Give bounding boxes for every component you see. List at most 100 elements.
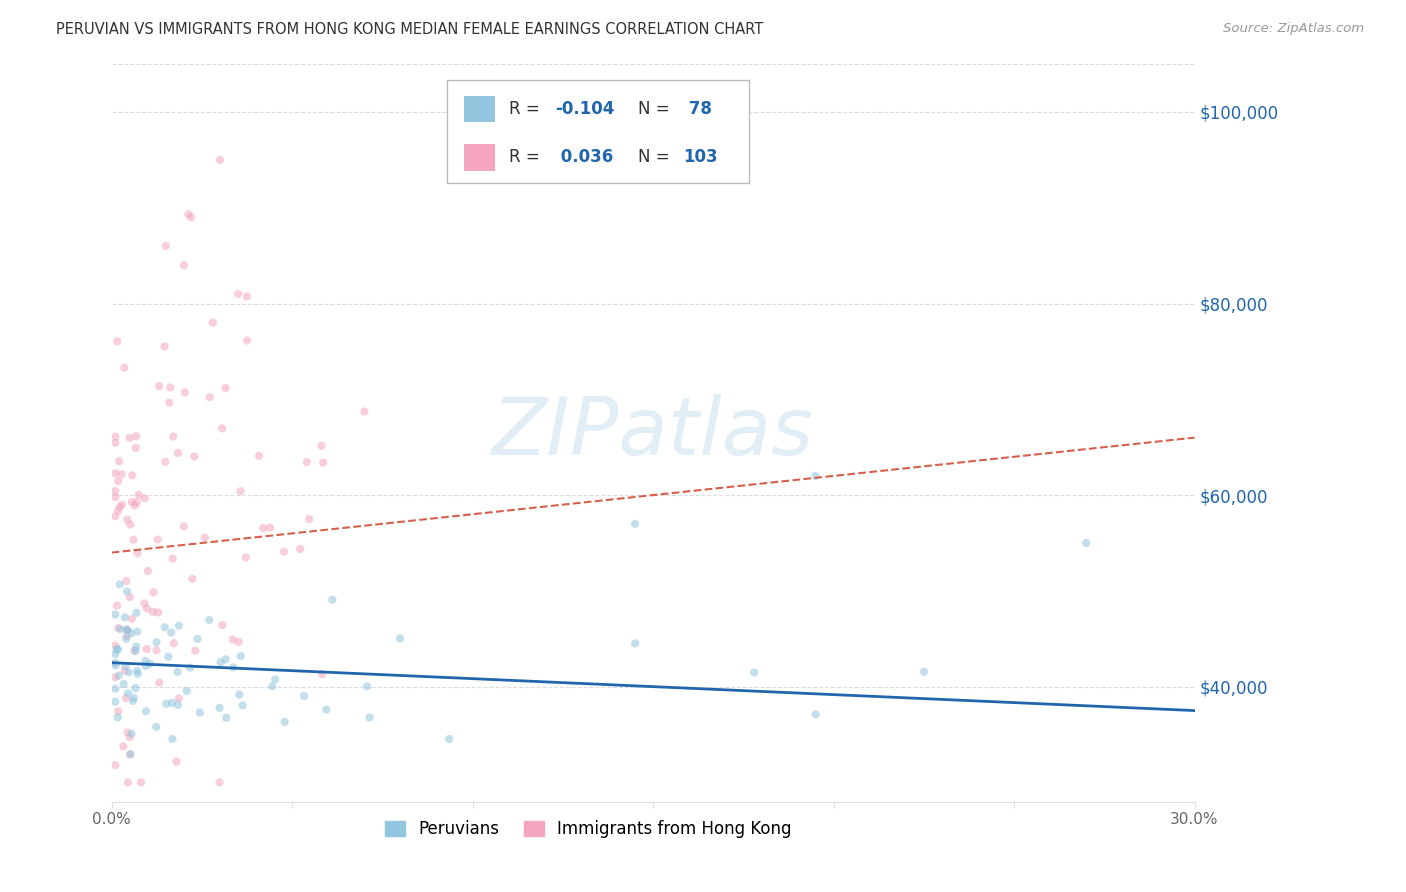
Point: [228, 688, 250, 702]
Point: [108, 668, 131, 682]
Point: [163, 636, 186, 650]
Point: [273, 544, 295, 558]
Text: -0.104: -0.104: [555, 100, 614, 118]
Point: [188, 706, 211, 720]
Point: [135, 658, 157, 673]
Point: [236, 334, 259, 348]
Text: ZIPatlas: ZIPatlas: [492, 393, 814, 472]
Point: [104, 509, 127, 524]
Point: [135, 704, 157, 718]
Point: [118, 665, 141, 680]
Point: [112, 360, 135, 375]
Point: [208, 701, 231, 715]
Point: [166, 755, 188, 769]
Point: [127, 624, 149, 639]
Point: [167, 446, 190, 460]
Point: [198, 390, 221, 404]
Point: [117, 624, 139, 638]
Point: [124, 499, 146, 513]
Point: [136, 564, 159, 578]
Point: [215, 711, 238, 725]
Point: [222, 632, 245, 647]
Point: [125, 664, 148, 678]
Point: [118, 747, 141, 762]
Point: [114, 659, 136, 673]
Point: [211, 618, 233, 632]
Point: [128, 488, 150, 502]
Point: [264, 673, 287, 687]
Point: [160, 696, 183, 710]
Point: [259, 521, 281, 535]
Point: [129, 775, 152, 789]
Point: [356, 680, 378, 694]
Point: [107, 474, 129, 488]
Point: [115, 574, 138, 588]
Point: [107, 710, 129, 724]
Point: [160, 625, 183, 640]
Point: [111, 498, 134, 512]
Point: [804, 707, 827, 722]
Point: [120, 747, 142, 761]
Point: [145, 720, 167, 734]
Point: [166, 665, 188, 679]
Point: [104, 681, 127, 696]
Point: [155, 239, 177, 253]
Point: [290, 541, 312, 556]
Point: [311, 439, 333, 453]
Point: [624, 516, 647, 531]
Point: [118, 731, 141, 745]
Point: [173, 519, 195, 533]
Point: [229, 649, 252, 664]
Point: [134, 596, 156, 610]
Point: [127, 546, 149, 560]
Text: R =: R =: [509, 148, 546, 166]
Point: [389, 632, 412, 646]
Point: [624, 636, 647, 650]
Point: [229, 484, 252, 499]
Point: [159, 380, 181, 394]
Point: [295, 455, 318, 469]
Point: [162, 731, 184, 746]
Point: [124, 681, 146, 695]
Point: [134, 654, 156, 668]
Point: [208, 775, 231, 789]
Point: [107, 642, 129, 657]
Point: [125, 640, 148, 654]
Point: [107, 621, 129, 635]
Point: [104, 429, 127, 443]
Point: [214, 381, 236, 395]
Point: [198, 613, 221, 627]
Point: [118, 590, 141, 604]
Point: [125, 441, 148, 455]
Point: [115, 629, 138, 643]
Point: [155, 455, 177, 469]
Point: [153, 339, 176, 353]
Point: [184, 643, 207, 657]
Point: [122, 690, 145, 705]
Point: [148, 675, 170, 690]
Point: [226, 287, 249, 301]
Point: [122, 533, 145, 547]
Point: [105, 599, 128, 613]
Point: [176, 684, 198, 698]
Point: [177, 207, 200, 221]
Point: [173, 385, 195, 400]
Point: [104, 435, 127, 450]
Point: [104, 639, 127, 653]
Point: [181, 572, 204, 586]
Point: [194, 531, 217, 545]
Point: [104, 467, 127, 481]
Point: [252, 521, 274, 535]
Point: [108, 577, 131, 591]
Text: N =: N =: [638, 100, 675, 118]
Point: [121, 694, 143, 708]
Point: [208, 153, 231, 167]
Point: [118, 431, 141, 445]
Point: [125, 495, 148, 509]
Point: [108, 454, 131, 468]
Point: [142, 605, 165, 619]
Point: [124, 644, 146, 658]
Point: [135, 642, 157, 657]
Point: [315, 703, 337, 717]
Point: [121, 468, 143, 483]
